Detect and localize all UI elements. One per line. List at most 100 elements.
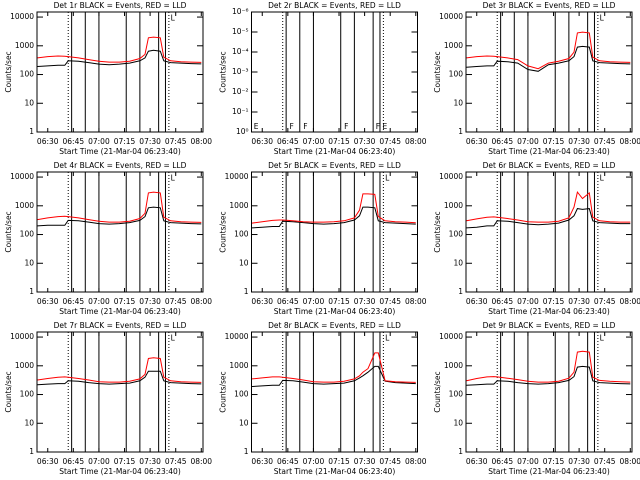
plot-frame [36,11,204,133]
y-tick-label: 1000 [444,41,463,50]
y-tick-label: 10 [453,98,463,107]
panel-title: Det 7r BLACK = Events, RED = LLD [54,321,187,330]
series-line [37,357,202,383]
x-tick-label: 07:45 [165,137,187,146]
series-line [251,365,416,387]
panel: Det 4r BLACK = Events, RED = LLD Start Ti… [4,161,212,316]
y-tick-label: 1000 [444,201,463,210]
y-tick-label: 1000 [229,201,248,210]
x-tick-label: 07:00 [303,297,325,306]
x-tick-label: 06:45 [63,457,85,466]
panel: Det 7r BLACK = Events, RED = LLD Start Ti… [4,321,212,476]
y-tick-label: 10⁻² [232,87,249,96]
plot-frame [465,331,633,453]
x-axis-label: Start Time (21-Mar-04 06:23:40) [274,147,396,156]
y-axis-label: Counts/sec [219,51,228,92]
panel-title: Det 1r BLACK = Events, RED = LLD [54,1,187,10]
y-axis-label: Counts/sec [4,51,13,92]
annotation: F [344,122,348,131]
y-tick-label: 10 [453,258,463,267]
y-tick-label: 10000 [439,12,463,21]
annotation: L [385,173,390,182]
series-line [37,191,202,223]
y-tick-label: 1000 [15,361,34,370]
y-tick-label: 1000 [229,361,248,370]
x-tick-label: 07:00 [303,137,325,146]
x-tick-label: 06:45 [492,297,514,306]
x-axis-label: Start Time (21-Mar-04 06:23:40) [488,467,610,476]
y-tick-label: 100 [449,230,464,239]
panel-title: Det 6r BLACK = Events, RED = LLD [483,161,616,170]
panel-title: Det 4r BLACK = Events, RED = LLD [54,161,187,170]
y-tick-label: 100 [234,230,249,239]
x-tick-label: 07:00 [88,137,110,146]
series-line [37,370,202,386]
x-tick-label: 07:15 [328,297,350,306]
x-tick-label: 08:00 [405,457,427,466]
panel: Det 3r BLACK = Events, RED = LLD Start Ti… [433,1,640,156]
series-line [466,350,631,383]
plot-frame [36,331,204,453]
y-tick-label: 10 [24,418,34,427]
y-tick-label: 10⁻⁶ [232,7,249,16]
y-tick-label: 10 [24,258,34,267]
panel-title: Det 3r BLACK = Events, RED = LLD [483,1,616,10]
x-axis-label: Start Time (21-Mar-04 06:23:40) [59,147,181,156]
panel-title: Det 5r BLACK = Events, RED = LLD [268,161,401,170]
y-tick-label: 1000 [444,361,463,370]
y-tick-label: 10⁻³ [232,67,249,76]
x-tick-label: 06:30 [251,137,273,146]
x-tick-label: 07:15 [543,137,565,146]
y-tick-label: 1 [458,127,463,136]
panel-title: Det 2r BLACK = Events, RED = LLD [268,1,401,10]
x-tick-label: 06:45 [63,297,85,306]
x-tick-label: 06:45 [277,137,299,146]
y-tick-label: 10 [24,98,34,107]
series-line [251,193,416,224]
y-tick-label: 100 [20,230,35,239]
y-axis-label: Counts/sec [4,211,13,252]
x-tick-label: 07:45 [379,137,401,146]
x-tick-label: 07:30 [139,457,161,466]
x-tick-label: 07:15 [328,137,350,146]
x-tick-label: 07:30 [568,457,590,466]
panel: Det 1r BLACK = Events, RED = LLD Start Ti… [4,1,212,156]
x-tick-label: 07:45 [379,297,401,306]
x-tick-label: 07:15 [328,457,350,466]
x-tick-label: 07:45 [594,297,616,306]
x-tick-label: 06:30 [37,137,59,146]
panel: Det 6r BLACK = Events, RED = LLD Start Ti… [433,161,640,316]
x-tick-label: 07:15 [543,297,565,306]
y-tick-label: 100 [20,70,35,79]
annotation: L [600,333,605,342]
plot-frame [251,171,418,293]
y-tick-label: 1000 [15,201,34,210]
series-line [251,352,416,383]
y-tick-label: 100 [20,390,35,399]
y-tick-label: 10⁻⁴ [232,47,249,56]
annotation: F [290,122,294,131]
plot-frame [36,171,204,293]
x-tick-label: 06:30 [251,457,273,466]
x-tick-label: 08:00 [619,297,640,306]
y-tick-label: 10000 [10,172,34,181]
y-tick-label: 1 [29,447,34,456]
annotation: L [171,13,176,22]
y-tick-label: 10⁻¹ [232,107,249,116]
y-tick-label: 1 [458,447,463,456]
x-tick-label: 06:30 [37,457,59,466]
plot-frame [465,171,633,293]
series-line [37,36,202,63]
annotation: E [254,122,259,131]
x-tick-label: 07:30 [139,297,161,306]
panel: Det 5r BLACK = Events, RED = LLD Start Ti… [219,161,427,316]
panel: Det 8r BLACK = Events, RED = LLD Start Ti… [219,321,427,476]
y-axis-label: Counts/sec [433,371,442,412]
y-tick-label: 10000 [10,12,34,21]
y-tick-label: 1 [29,287,34,296]
y-tick-label: 1000 [15,41,34,50]
x-tick-label: 07:45 [379,457,401,466]
x-tick-label: 06:45 [63,137,85,146]
x-tick-label: 07:45 [165,297,187,306]
